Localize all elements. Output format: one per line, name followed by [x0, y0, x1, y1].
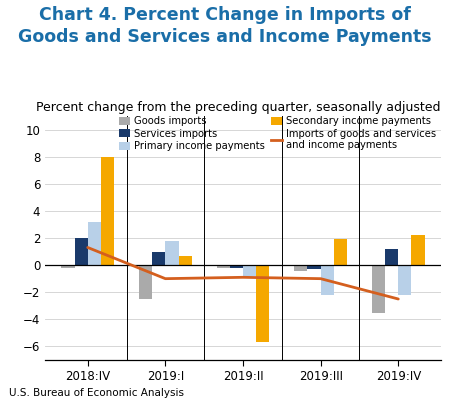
Bar	[243, 265, 256, 276]
Bar	[411, 235, 425, 265]
Text: U.S. Bureau of Economic Analysis: U.S. Bureau of Economic Analysis	[9, 388, 184, 398]
Text: Chart 4. Percent Change in Imports of
Goods and Services and Income Payments: Chart 4. Percent Change in Imports of Go…	[18, 6, 432, 46]
Legend: Goods imports, Services imports, Primary income payments, Secondary income payme: Goods imports, Services imports, Primary…	[119, 116, 436, 151]
Bar	[372, 265, 385, 312]
Bar	[398, 265, 411, 295]
Bar	[61, 265, 75, 268]
Bar	[179, 256, 192, 265]
Text: Percent change from the preceding quarter, seasonally adjusted: Percent change from the preceding quarte…	[36, 101, 441, 114]
Bar	[256, 265, 270, 342]
Bar	[75, 238, 88, 265]
Bar	[165, 241, 179, 265]
Bar	[230, 265, 243, 268]
Bar	[88, 222, 101, 265]
Bar	[334, 239, 347, 265]
Bar	[139, 265, 152, 299]
Bar	[294, 265, 307, 270]
Bar	[152, 252, 165, 265]
Bar	[307, 265, 321, 269]
Bar	[216, 265, 230, 268]
Bar	[385, 249, 398, 265]
Bar	[321, 265, 334, 295]
Bar	[101, 157, 114, 265]
